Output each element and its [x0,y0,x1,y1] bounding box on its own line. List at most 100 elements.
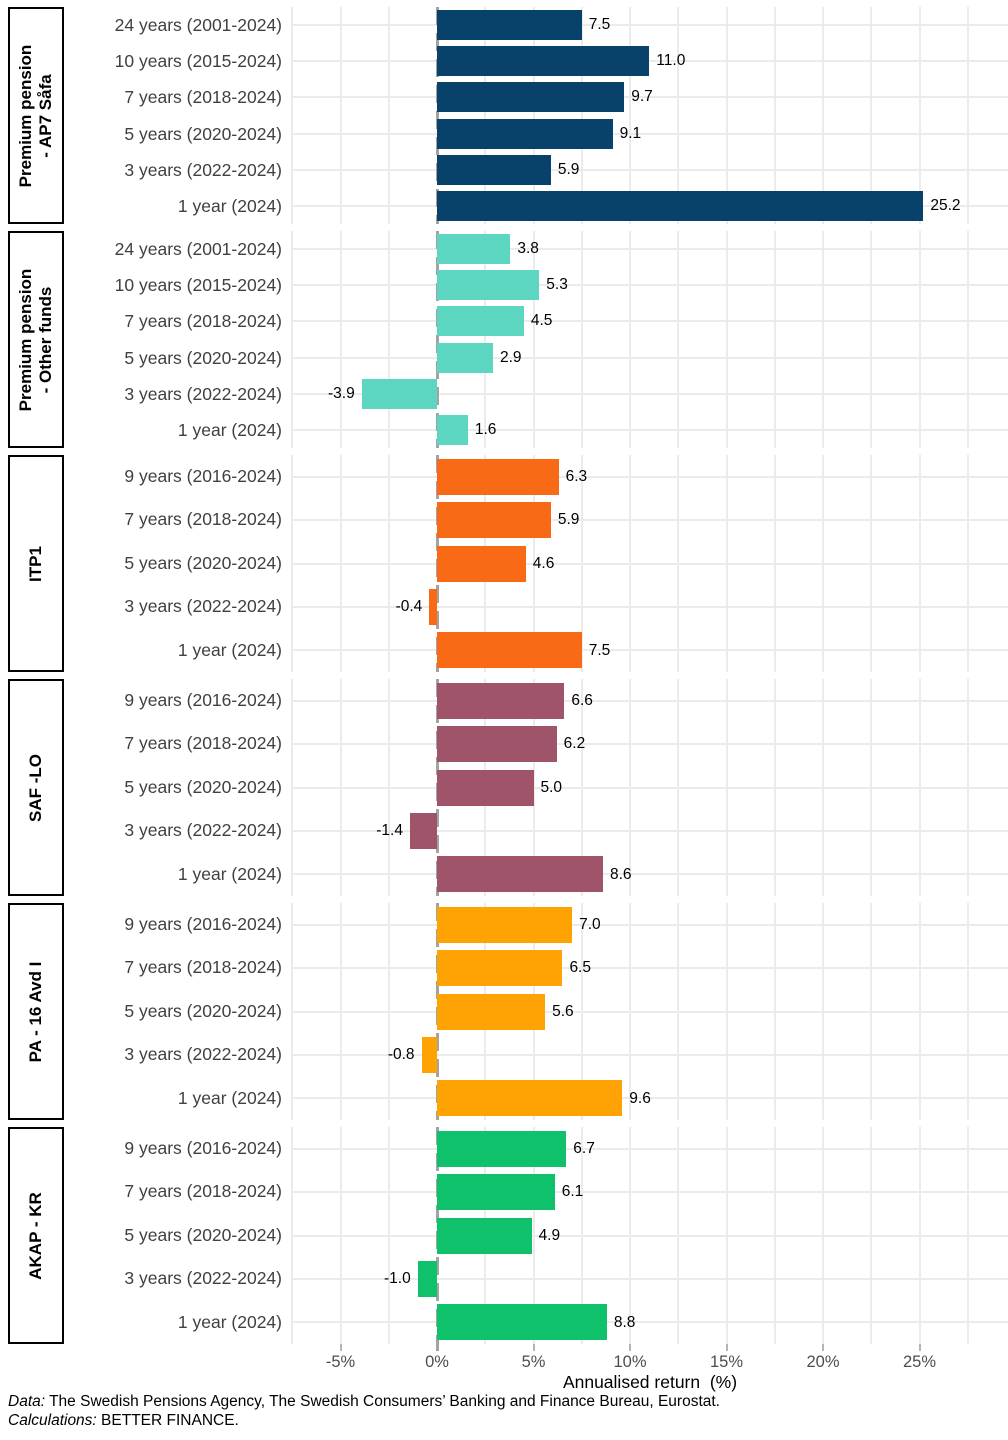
bar [437,82,625,113]
bar [437,682,565,719]
value-label: 5.9 [557,160,580,178]
chart-panel: Premium pension - AP7 Såfa 7.5 11.0 9.7 9.1 5.… [0,7,1008,224]
category-label: 7 years (2018-2024) [124,509,282,530]
value-label: 5.3 [546,276,568,294]
value-label: 6.6 [571,692,593,709]
value-label: 5.0 [540,778,563,796]
category-label: 9 years (2016-2024) [124,690,282,710]
category-label: 7 years (2018-2024) [124,87,282,108]
bar [437,1304,607,1341]
vertical-gridline [484,231,487,448]
horizontal-gridline [292,96,1008,99]
value-label: -1.0 [383,1270,411,1288]
value-label: 25.2 [930,196,961,214]
horizontal-gridline [292,873,1008,876]
horizontal-gridline [292,1234,1008,1237]
vertical-gridline [677,7,680,224]
horizontal-gridline [292,428,1008,431]
bar [437,993,546,1030]
bar [421,1036,437,1073]
horizontal-gridline [292,1321,1008,1324]
value-label: 5.6 [552,1002,574,1020]
panel-strip-label: ITP1 [26,545,45,582]
vertical-gridline [870,231,873,448]
x-tick-mark [436,1344,439,1351]
vertical-gridline [580,7,583,224]
vertical-gridline [677,231,680,448]
bar [437,1174,555,1211]
horizontal-gridline [292,967,1008,970]
horizontal-gridline [292,168,1008,171]
x-tick-label: 10% [613,1353,647,1371]
panel-plot-area: 7.0 6.5 5.6 -0.8 9.6 [291,903,1008,1120]
x-tick-mark [629,1344,631,1351]
panel-plot-area: 6.7 6.1 4.9 -1.0 8.8 [291,1127,1008,1344]
x-tick-mark [725,1344,728,1351]
footnote-data-line: Data: The Swedish Pensions Agency, The S… [8,1392,720,1411]
x-tick-label: 0% [425,1353,449,1371]
bar [437,1217,532,1254]
category-label: 5 years (2020-2024) [124,1224,282,1245]
footnote-calculations-line: Calculations: BETTER FINANCE. [8,1411,720,1430]
category-label: 3 years (2022-2024) [124,383,282,404]
vertical-gridline [532,7,535,224]
category-label: 7 years (2018-2024) [124,733,282,754]
value-label: 4.5 [530,312,553,330]
value-label: -0.4 [395,598,423,616]
horizontal-gridline [292,24,1008,27]
x-tick-mark [532,1344,535,1351]
vertical-gridline [339,231,342,448]
value-label: 2.9 [499,348,522,366]
bar [437,856,603,893]
vertical-gridline [773,7,776,224]
bar [437,502,551,539]
x-tick-mark [822,1344,824,1351]
horizontal-gridline [292,248,1008,251]
zero-line [435,231,439,448]
bar [361,378,437,409]
value-label: 11.0 [656,52,686,70]
vertical-gridline [387,7,390,224]
horizontal-gridline [292,475,1008,478]
chart-panel: SAF -LO 6.6 6.2 5.0 -1.4 8.6 9 years (2016-202… [0,679,1008,896]
bar [437,190,924,221]
bar [437,154,551,185]
value-label: 6.5 [569,959,591,977]
category-label: 5 years (2020-2024) [124,776,282,797]
value-label: 7.0 [579,916,601,933]
footnote-data-label: Data: [8,1393,46,1410]
horizontal-gridline [292,519,1008,522]
category-label: 10 years (2015-2024) [114,275,282,296]
bar [437,10,582,41]
category-label: 5 years (2020-2024) [124,123,282,144]
vertical-gridline [629,7,631,224]
value-label: -1.4 [376,822,403,840]
panel-strip-label: Premium pension - AP7 Såfa [16,44,55,187]
category-label: 3 years (2022-2024) [124,1268,282,1289]
bar [429,588,437,625]
category-label: 7 years (2018-2024) [124,311,282,332]
category-label: 7 years (2018-2024) [124,1181,282,1202]
horizontal-gridline [292,1277,1008,1280]
chart-panel: AKAP - KR 6.7 6.1 4.9 -1.0 8.8 9 years (2016-2… [0,1127,1008,1344]
category-label: 7 years (2018-2024) [124,957,282,978]
category-label: 9 years (2016-2024) [124,1138,282,1158]
zero-line [435,7,439,224]
panel-plot-area: 7.5 11.0 9.7 9.1 5.9 25.2 [291,7,1008,224]
value-label: 6.3 [565,468,588,485]
bar [437,769,534,806]
horizontal-gridline [292,743,1008,746]
value-label: 7.5 [588,16,611,33]
horizontal-gridline [292,392,1008,395]
category-label: 1 year (2024) [177,195,282,216]
bar [437,342,493,373]
horizontal-gridline [292,699,1008,702]
bar [409,812,437,849]
value-label: -3.9 [328,384,355,402]
horizontal-gridline [292,605,1008,608]
bar [437,46,650,77]
value-label: 8.6 [609,865,632,883]
category-label: 9 years (2016-2024) [124,914,282,934]
horizontal-gridline [292,1147,1008,1150]
